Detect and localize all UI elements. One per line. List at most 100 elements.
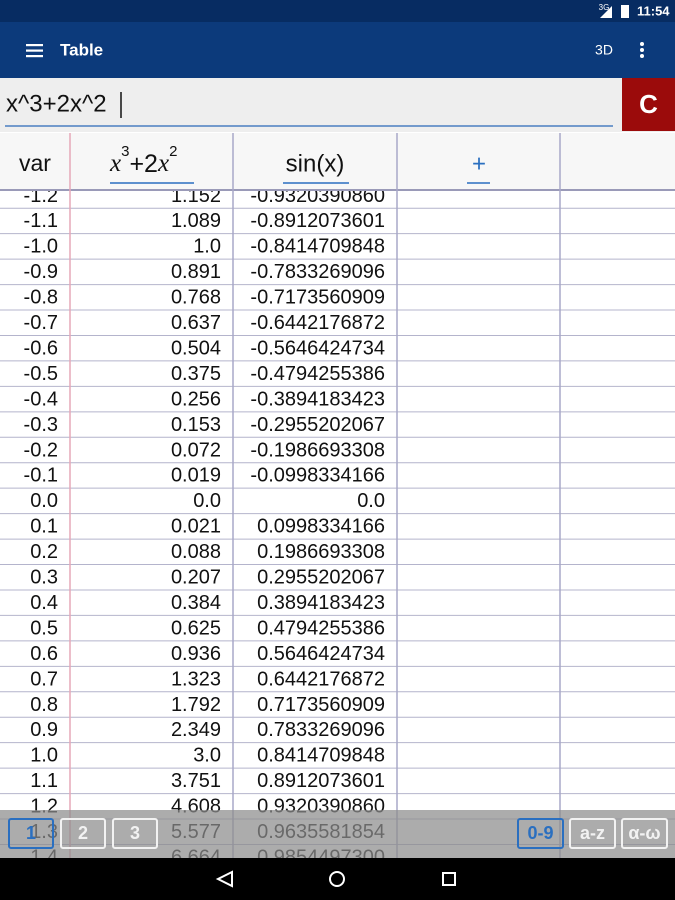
cell[interactable]: -0.7833269096 [250,261,385,283]
cell[interactable]: -0.5646424734 [250,337,385,359]
recents-button[interactable] [442,872,456,886]
cell[interactable]: 0.1 [30,516,58,538]
cell[interactable]: 0.8414709848 [257,745,385,767]
clear-button-bg[interactable] [622,78,675,131]
cell[interactable]: -0.8912073601 [250,210,385,232]
cell[interactable]: 0.6442176872 [257,668,385,690]
tab-label[interactable]: α-ω [628,823,660,843]
tab-button[interactable] [8,818,54,849]
cell[interactable]: 0.2 [30,541,58,563]
cell[interactable]: 1.0 [193,236,221,258]
cell[interactable]: 0.019 [171,465,221,487]
app-title: Table [60,40,103,59]
tab-label[interactable]: 0-9 [527,823,553,843]
cell[interactable]: 0.3 [30,567,58,589]
cell[interactable]: -0.4794255386 [250,363,385,385]
cell[interactable]: 3.751 [171,770,221,792]
overflow-menu[interactable] [640,42,644,58]
cell[interactable]: 0.8912073601 [257,770,385,792]
input-bar [0,78,675,132]
cell[interactable]: 0.7173560909 [257,694,385,716]
cell[interactable]: 0.088 [171,541,221,563]
cell[interactable]: -0.6442176872 [250,312,385,334]
cell[interactable]: -0.0998334166 [250,465,385,487]
tab-button[interactable] [517,818,564,849]
tab-button[interactable] [112,818,158,849]
cell[interactable]: 0.384 [171,592,221,614]
cell[interactable]: 0.4 [30,592,58,614]
cell[interactable]: -1.0 [24,236,58,258]
cell[interactable]: -0.9 [24,261,58,283]
cell[interactable]: 0.1986693308 [257,541,385,563]
cell[interactable]: 0.637 [171,312,221,334]
cell[interactable]: 0.5 [30,617,58,639]
tab-label[interactable]: 2 [78,823,88,843]
cell[interactable]: 0.2955202067 [257,567,385,589]
cell[interactable]: -1.2 [24,185,58,207]
cell[interactable]: 0.936 [171,643,221,665]
cell[interactable]: 0.3894183423 [257,592,385,614]
cell[interactable]: 1.792 [171,694,221,716]
header-col1[interactable]: x3+2x2 [109,143,177,178]
cell[interactable]: -0.2 [24,439,58,461]
back-button[interactable] [215,870,233,888]
3d-button[interactable]: 3D [595,42,613,58]
clear-button[interactable]: C [639,89,658,119]
cell[interactable]: 0.504 [171,337,221,359]
cell[interactable]: 0.256 [171,388,221,410]
cell[interactable]: 0.072 [171,439,221,461]
network-label: 3G [599,3,610,12]
cell[interactable]: -0.6 [24,337,58,359]
cell[interactable]: -0.7173560909 [250,287,385,309]
cell[interactable]: -0.7 [24,312,58,334]
cell[interactable]: 0.6 [30,643,58,665]
cell[interactable]: -0.8 [24,287,58,309]
cell[interactable]: -0.5 [24,363,58,385]
cell[interactable]: -0.9320390860 [250,185,385,207]
cell[interactable]: 0.625 [171,617,221,639]
cell[interactable]: -0.1986693308 [250,439,385,461]
tab-label[interactable]: 3 [130,823,140,843]
tab-label[interactable]: 1 [26,823,36,843]
cell[interactable]: -0.8414709848 [250,236,385,258]
tab-button[interactable] [621,818,668,849]
cell[interactable]: 0.4794255386 [257,617,385,639]
cell[interactable]: -1.1 [24,210,58,232]
cell[interactable]: 2.349 [171,719,221,741]
cell[interactable]: 0.375 [171,363,221,385]
cell[interactable]: -0.4 [24,388,58,410]
cell[interactable]: 0.0 [30,490,58,512]
cell[interactable]: 0.021 [171,516,221,538]
cell[interactable]: 1.089 [171,210,221,232]
cell[interactable]: 0.153 [171,414,221,436]
cell[interactable]: 0.7833269096 [257,719,385,741]
cell[interactable]: 0.5646424734 [257,643,385,665]
cell[interactable]: 1.1 [30,770,58,792]
cell[interactable]: 1.323 [171,668,221,690]
header-var: var [19,150,51,176]
cell[interactable]: -0.3894183423 [250,388,385,410]
menu-button[interactable] [26,44,43,58]
tab-button[interactable] [60,818,106,849]
cell[interactable]: 0.768 [171,287,221,309]
cell[interactable]: 0.0998334166 [257,516,385,538]
cell[interactable]: 0.891 [171,261,221,283]
cell[interactable]: -0.3 [24,414,58,436]
home-button[interactable] [329,871,345,887]
cell[interactable]: 0.8 [30,694,58,716]
cell[interactable]: 1.0 [30,745,58,767]
cell[interactable]: -0.1 [24,465,58,487]
cell[interactable]: -0.2955202067 [250,414,385,436]
expression-input[interactable]: x^3+2x^2 [6,90,107,117]
cell[interactable]: 0.0 [193,490,221,512]
add-column[interactable]: + [472,150,486,177]
cell[interactable]: 0.7 [30,668,58,690]
tab-label[interactable]: a-z [580,823,605,843]
cell[interactable]: 1.152 [171,185,221,207]
cell[interactable]: 3.0 [193,745,221,767]
cell[interactable]: 0.207 [171,567,221,589]
cell[interactable]: 0.9 [30,719,58,741]
cell[interactable]: 0.0 [357,490,385,512]
header-col2[interactable]: sin(x) [286,150,345,177]
tab-button[interactable] [569,818,616,849]
